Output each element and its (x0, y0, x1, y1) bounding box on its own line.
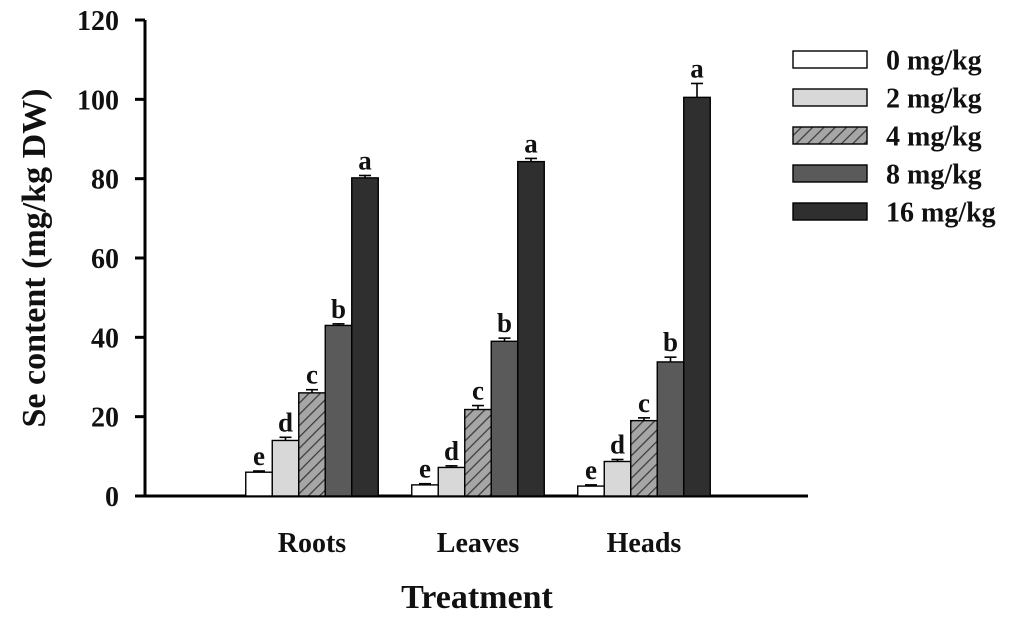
legend-label: 16 mg/kg (886, 198, 996, 229)
bar-heads-s2 (630, 419, 658, 497)
significance-label: d (278, 407, 293, 437)
bar-leaves-s2 (464, 408, 492, 497)
bar-heads-s4 (683, 96, 711, 497)
legend-swatch (792, 126, 868, 145)
y-tick-label: 80 (91, 165, 119, 196)
significance-label: b (663, 327, 678, 357)
significance-label: e (253, 441, 265, 471)
y-tick-label: 40 (91, 323, 119, 354)
significance-label: c (306, 360, 318, 390)
y-tick-label: 120 (77, 6, 119, 37)
x-category-label: Roots (278, 528, 347, 559)
bar-heads-s1 (603, 460, 632, 497)
bar-roots-s1 (271, 439, 300, 497)
bar-heads-s3 (656, 361, 685, 497)
legend-label: 0 mg/kg (886, 46, 982, 77)
y-tick-label: 20 (91, 403, 119, 434)
significance-label: b (497, 308, 512, 338)
legend-label: 8 mg/kg (886, 160, 982, 191)
significance-label: d (444, 436, 459, 466)
y-tick-label: 100 (77, 85, 119, 116)
significance-label: e (585, 455, 597, 485)
bar-roots-s2 (298, 392, 326, 497)
significance-label: b (331, 294, 346, 324)
x-axis-title: Treatment (401, 579, 553, 616)
bar-heads-s0 (577, 485, 605, 497)
significance-label: c (472, 376, 484, 406)
bar-roots-s0 (245, 471, 273, 497)
bar-leaves-s0 (411, 484, 439, 497)
significance-label: a (524, 128, 538, 158)
significance-label: a (358, 145, 372, 175)
x-category-label: Leaves (437, 528, 520, 559)
legend-swatch (792, 50, 868, 69)
significance-label: e (419, 454, 431, 484)
legend-swatch (792, 164, 868, 183)
significance-label: a (690, 53, 704, 83)
x-category-label: Heads (607, 528, 682, 559)
bar-leaves-s4 (517, 160, 545, 497)
significance-label: d (610, 430, 625, 460)
bar-leaves-s1 (437, 466, 466, 497)
y-axis-title: Se content (mg/kg DW) (16, 88, 53, 427)
bar-roots-s3 (324, 324, 353, 497)
bar-leaves-s3 (490, 340, 519, 497)
y-tick-label: 0 (105, 482, 119, 513)
significance-label: c (638, 388, 650, 418)
legend-label: 2 mg/kg (886, 84, 982, 115)
legend-swatch (792, 202, 868, 221)
bar-roots-s4 (351, 177, 379, 497)
legend-swatch (792, 88, 868, 107)
legend-label: 4 mg/kg (886, 122, 982, 153)
y-tick-label: 60 (91, 244, 119, 275)
